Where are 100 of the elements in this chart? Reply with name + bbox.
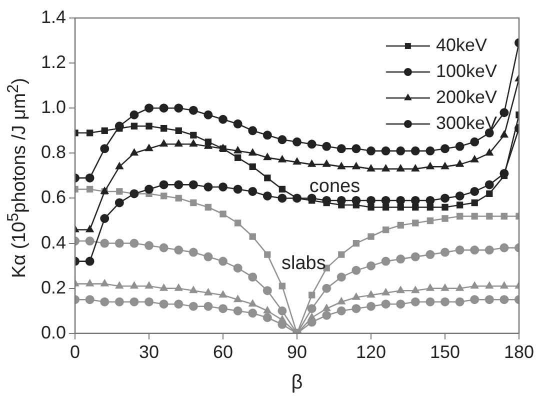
- point: [218, 256, 228, 266]
- point: [144, 241, 154, 250]
- point: [218, 304, 228, 314]
- point: [485, 282, 494, 289]
- annotation: slabs: [281, 253, 326, 274]
- point: [86, 130, 94, 136]
- x-tick-label: 180: [504, 342, 534, 362]
- point: [174, 104, 184, 113]
- point: [85, 236, 94, 246]
- point: [115, 162, 124, 170]
- point: [130, 110, 139, 120]
- point: [412, 220, 419, 226]
- legend-label: 300keV: [436, 112, 498, 133]
- annotation: cones: [309, 176, 360, 197]
- point: [426, 196, 435, 205]
- x-tick-label: 30: [139, 342, 160, 362]
- point: [455, 142, 464, 151]
- y-tick-label: 0.6: [40, 187, 66, 208]
- point: [368, 233, 374, 240]
- point: [410, 297, 420, 306]
- point: [159, 243, 168, 252]
- y-tick-label: 1.4: [40, 6, 66, 27]
- point: [190, 132, 197, 138]
- point: [410, 196, 420, 205]
- point: [382, 226, 390, 234]
- point: [248, 300, 257, 307]
- point: [114, 198, 124, 208]
- point: [114, 297, 124, 306]
- point: [367, 164, 375, 172]
- point: [234, 154, 242, 162]
- point: [130, 238, 139, 248]
- point: [233, 264, 242, 273]
- y-tick-label: 1.0: [40, 97, 66, 118]
- point: [426, 162, 434, 170]
- point: [484, 295, 494, 304]
- point: [500, 295, 509, 304]
- point: [159, 180, 168, 190]
- point: [85, 256, 94, 266]
- point: [336, 306, 346, 316]
- point: [218, 114, 228, 124]
- point: [100, 144, 110, 154]
- point: [189, 286, 198, 294]
- point: [307, 304, 316, 314]
- point: [411, 286, 420, 294]
- x-tick-label: 0: [70, 342, 80, 362]
- point: [308, 313, 316, 320]
- point: [441, 284, 449, 291]
- point: [100, 238, 110, 248]
- point: [470, 155, 479, 162]
- point: [204, 138, 212, 146]
- point: [381, 300, 390, 309]
- y-tick-label: 0.2: [40, 277, 66, 298]
- point: [412, 204, 419, 211]
- point: [160, 284, 168, 291]
- point: [116, 188, 123, 195]
- point: [100, 214, 110, 224]
- point: [160, 140, 168, 147]
- point: [262, 286, 272, 296]
- point: [322, 284, 332, 293]
- point: [426, 297, 435, 306]
- legend-label: 200keV: [436, 86, 498, 107]
- point: [248, 148, 257, 156]
- point: [130, 282, 138, 289]
- point: [484, 246, 494, 255]
- legend-label: 40keV: [436, 34, 487, 55]
- point: [352, 292, 360, 300]
- point: [144, 104, 154, 113]
- point: [410, 252, 420, 262]
- x-tick-label: 60: [213, 342, 234, 362]
- point: [396, 196, 406, 205]
- y-tick-label: 0.0: [40, 322, 66, 342]
- point: [262, 313, 272, 322]
- point: [204, 182, 213, 192]
- point: [204, 302, 213, 311]
- point: [188, 302, 198, 311]
- point: [396, 254, 406, 264]
- x-tick-label: 90: [286, 342, 308, 362]
- point: [278, 135, 287, 144]
- point: [174, 180, 184, 190]
- point: [262, 130, 272, 140]
- point: [337, 297, 346, 304]
- point: [100, 297, 110, 306]
- point: [234, 220, 242, 226]
- point: [366, 196, 376, 205]
- point: [174, 300, 184, 309]
- point: [470, 137, 480, 146]
- point: [308, 160, 316, 167]
- point: [455, 246, 464, 255]
- point: [86, 279, 94, 286]
- point: [484, 180, 494, 190]
- point: [114, 238, 124, 248]
- point: [278, 282, 286, 290]
- point: [86, 186, 94, 193]
- point: [262, 191, 272, 200]
- point: [278, 194, 287, 203]
- point: [367, 290, 375, 298]
- point: [442, 215, 448, 222]
- point: [248, 186, 258, 196]
- point: [204, 252, 213, 262]
- point: [189, 140, 198, 147]
